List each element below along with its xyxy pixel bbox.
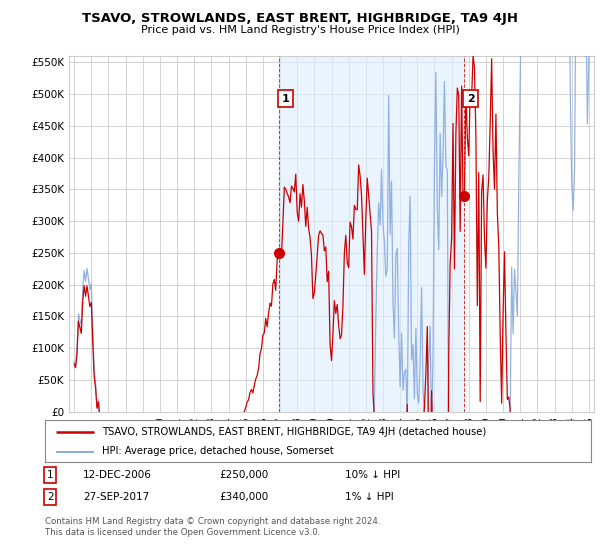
Text: 10% ↓ HPI: 10% ↓ HPI <box>345 470 400 480</box>
Text: 1: 1 <box>282 94 289 104</box>
Text: £250,000: £250,000 <box>219 470 268 480</box>
Text: HPI: Average price, detached house, Somerset: HPI: Average price, detached house, Some… <box>103 446 334 456</box>
Text: £340,000: £340,000 <box>219 492 268 502</box>
Text: Price paid vs. HM Land Registry's House Price Index (HPI): Price paid vs. HM Land Registry's House … <box>140 25 460 35</box>
Text: 1% ↓ HPI: 1% ↓ HPI <box>345 492 394 502</box>
Text: Contains HM Land Registry data © Crown copyright and database right 2024.: Contains HM Land Registry data © Crown c… <box>45 516 380 526</box>
Text: 1: 1 <box>47 470 53 480</box>
Bar <box>279 56 464 412</box>
Text: 12-DEC-2006: 12-DEC-2006 <box>83 470 152 480</box>
Text: 2: 2 <box>467 94 475 104</box>
Text: 27-SEP-2017: 27-SEP-2017 <box>83 492 149 502</box>
Text: TSAVO, STROWLANDS, EAST BRENT, HIGHBRIDGE, TA9 4JH: TSAVO, STROWLANDS, EAST BRENT, HIGHBRIDG… <box>82 12 518 25</box>
Text: This data is licensed under the Open Government Licence v3.0.: This data is licensed under the Open Gov… <box>45 528 320 537</box>
Text: 2: 2 <box>47 492 53 502</box>
Text: TSAVO, STROWLANDS, EAST BRENT, HIGHBRIDGE, TA9 4JH (detached house): TSAVO, STROWLANDS, EAST BRENT, HIGHBRIDG… <box>103 427 487 437</box>
